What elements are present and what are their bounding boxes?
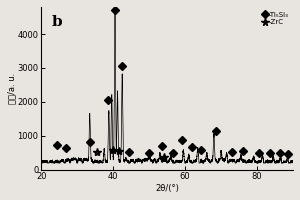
Text: b: b (51, 15, 62, 29)
Y-axis label: 强度/a. u.: 强度/a. u. (7, 73, 16, 104)
Legend: -Ti₅Si₃, -ZrC: -Ti₅Si₃, -ZrC (261, 10, 290, 27)
X-axis label: 2θ/(°): 2θ/(°) (155, 184, 179, 193)
